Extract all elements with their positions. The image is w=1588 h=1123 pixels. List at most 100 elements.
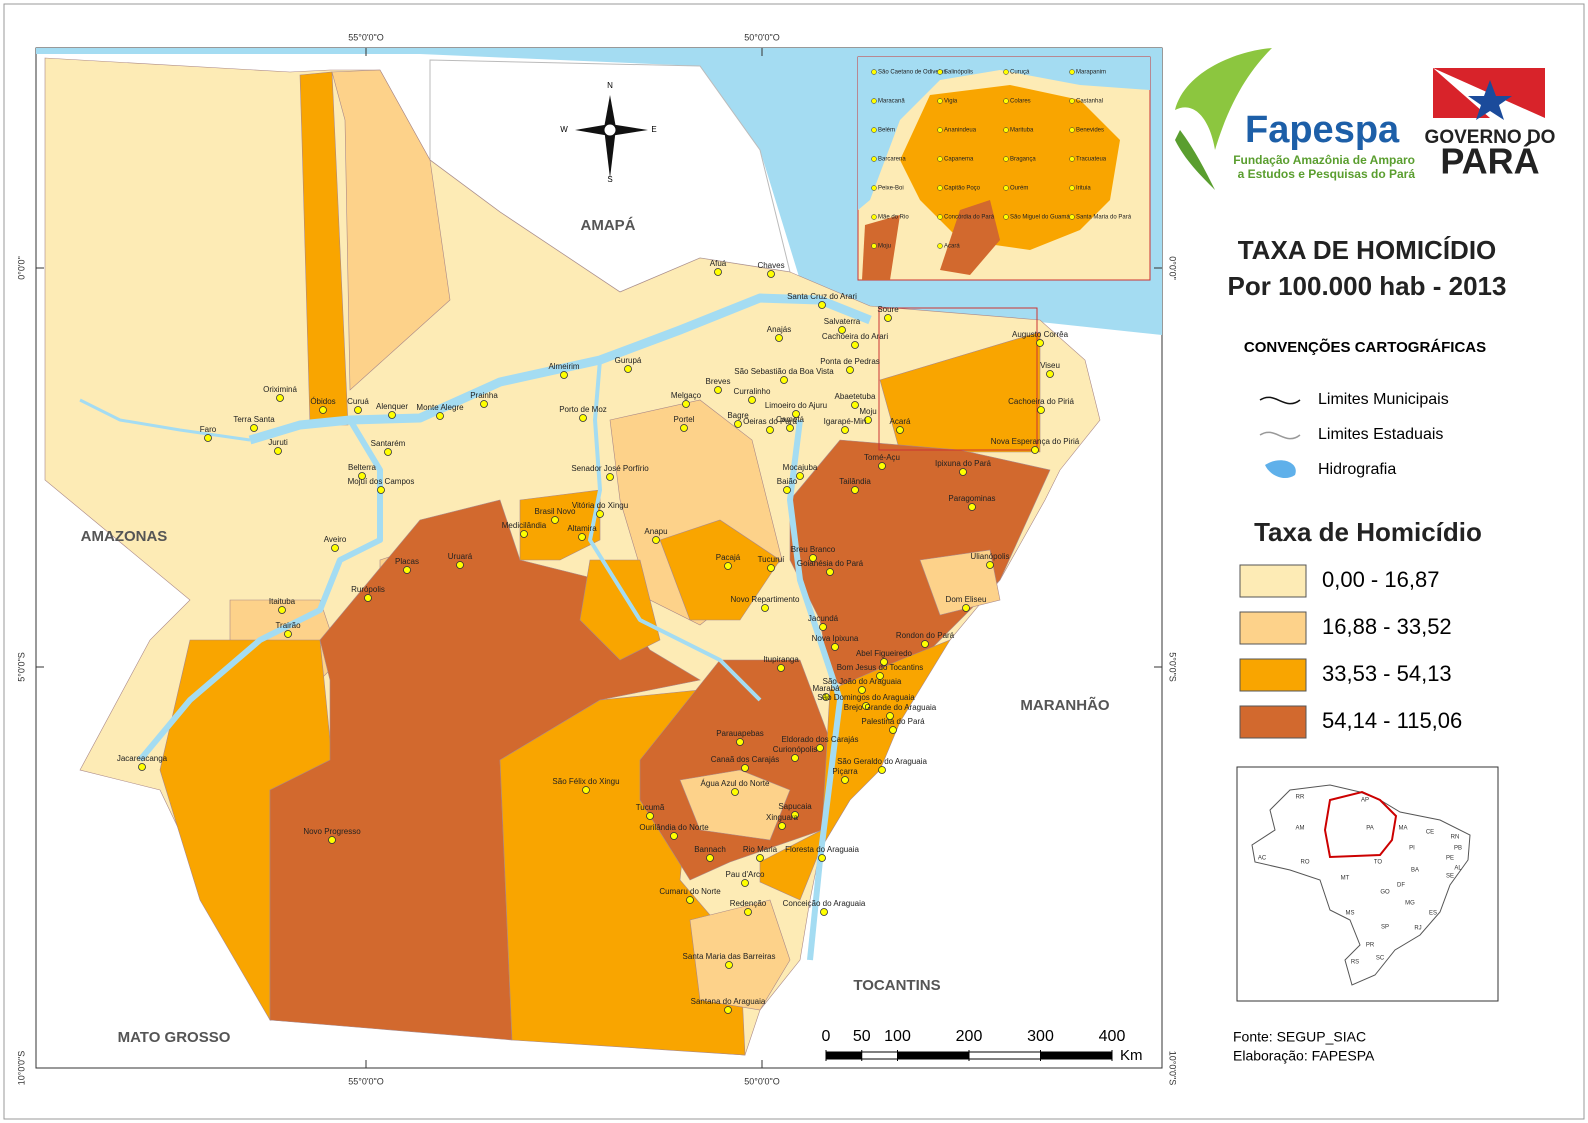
inset-brown-2 (862, 215, 900, 280)
town-label: Canaã dos Carajás (711, 755, 779, 764)
municipality-area (789, 439, 1051, 701)
town-marker (792, 410, 800, 418)
inset-label: Vigia (944, 99, 958, 105)
town-marker (204, 434, 212, 442)
town-label: Oeiras do Pará (743, 417, 797, 426)
town-marker (748, 396, 756, 404)
locator-state: GO (1380, 890, 1390, 896)
town-marker (831, 643, 839, 651)
locator-state: DF (1397, 883, 1405, 889)
inset-label: Capanema (944, 157, 974, 163)
town-marker (822, 693, 830, 701)
inset-marker (937, 185, 943, 191)
logo-leaf-2 (1175, 130, 1215, 190)
town-marker (652, 536, 660, 544)
compass-letter: E (651, 125, 656, 134)
compass-letter: W (560, 125, 568, 134)
state-label: MARANHÃO (1020, 696, 1109, 714)
town-label: Sapucaia (778, 802, 812, 811)
town-marker (818, 854, 826, 862)
town-marker (1036, 339, 1044, 347)
inset-marker (1069, 214, 1075, 220)
municipality-area (879, 331, 1041, 453)
locator-state: BA (1411, 868, 1419, 874)
inset-orange (900, 85, 1120, 250)
town-marker (670, 832, 678, 840)
town-label: Santarém (371, 439, 406, 448)
locator-state: SC (1376, 956, 1385, 962)
town-label: Anajás (767, 325, 791, 334)
town-label: Xinguara (766, 813, 799, 822)
inset-marker (937, 243, 943, 249)
locator-state: RN (1451, 835, 1460, 841)
town-marker (724, 562, 732, 570)
inset-marker (871, 98, 877, 104)
town-label: Trairão (275, 621, 301, 630)
town-label: Anapu (644, 527, 667, 536)
locator-state: AC (1258, 856, 1267, 862)
town-label: Pacajá (716, 553, 741, 562)
town-marker (388, 411, 396, 419)
town-marker (551, 516, 559, 524)
town-marker (968, 503, 976, 511)
town-label: Faro (200, 425, 217, 434)
town-marker (706, 854, 714, 862)
scale-label: 50 (853, 1028, 871, 1045)
town-marker (766, 426, 774, 434)
town-label: Parauapebas (716, 729, 764, 738)
town-label: Abel Figueiredo (856, 649, 913, 658)
legend-label: 0,00 - 16,87 (1322, 567, 1439, 592)
inset-label: Curuçá (1010, 70, 1030, 76)
logo-governo (1433, 68, 1545, 120)
locator-state: PE (1446, 856, 1454, 862)
convention-label: Limites Municipais (1318, 391, 1449, 408)
town-marker (767, 270, 775, 278)
river (79, 398, 251, 442)
inset-label: Barcarena (878, 157, 906, 163)
town-label: Chaves (757, 261, 784, 270)
locator-state: PB (1454, 846, 1462, 852)
inset-label: Marapanim (1076, 70, 1106, 76)
town-marker (278, 606, 286, 614)
town-label: Curralinho (734, 387, 771, 396)
inset-label: Tracuateua (1076, 157, 1107, 163)
scale-label: 400 (1099, 1028, 1126, 1045)
flag-star (1468, 80, 1512, 120)
inset-marker (1003, 98, 1009, 104)
town-marker (783, 486, 791, 494)
scale-label: 200 (956, 1028, 983, 1045)
town-label: Placas (395, 557, 419, 566)
town-marker (921, 640, 929, 648)
town-marker (578, 533, 586, 541)
locator-state: PA (1366, 826, 1374, 832)
inset-label: São Miguel do Guamá (1010, 215, 1070, 221)
latitude-label: 10°0'0"S (16, 1051, 26, 1086)
town-marker (579, 414, 587, 422)
source: Fonte: SEGUP_SIAC (1233, 1029, 1366, 1045)
town-marker (384, 448, 392, 456)
municipality-area (919, 549, 1001, 616)
inset-marker (871, 243, 877, 249)
town-marker (682, 400, 690, 408)
town-marker (624, 365, 632, 373)
subtitle: Por 100.000 hab - 2013 (1228, 271, 1507, 301)
town-marker (884, 314, 892, 322)
inset-marker (871, 214, 877, 220)
town-label: Ulianópolis (970, 552, 1009, 561)
legend-label: 54,14 - 115,06 (1322, 708, 1462, 733)
legend-title: Taxa de Homicídio (1254, 517, 1482, 547)
logo-fapespa-line: Fundação Amazônia de Amparo (1233, 153, 1415, 167)
inset-label: Ourém (1010, 186, 1028, 192)
inset-marker (871, 156, 877, 162)
town-label: Cachoeira do Arari (822, 332, 888, 341)
town-marker (480, 400, 488, 408)
symbol-state (1259, 431, 1301, 440)
town-marker (714, 386, 722, 394)
town-label: Jacundá (808, 614, 839, 623)
inset-label: Bragança (1010, 157, 1036, 163)
town-label: Moju (859, 407, 876, 416)
inset-label: Salinópolis (944, 70, 973, 76)
town-marker (520, 530, 528, 538)
town-label: Santa Cruz do Arari (787, 292, 857, 301)
